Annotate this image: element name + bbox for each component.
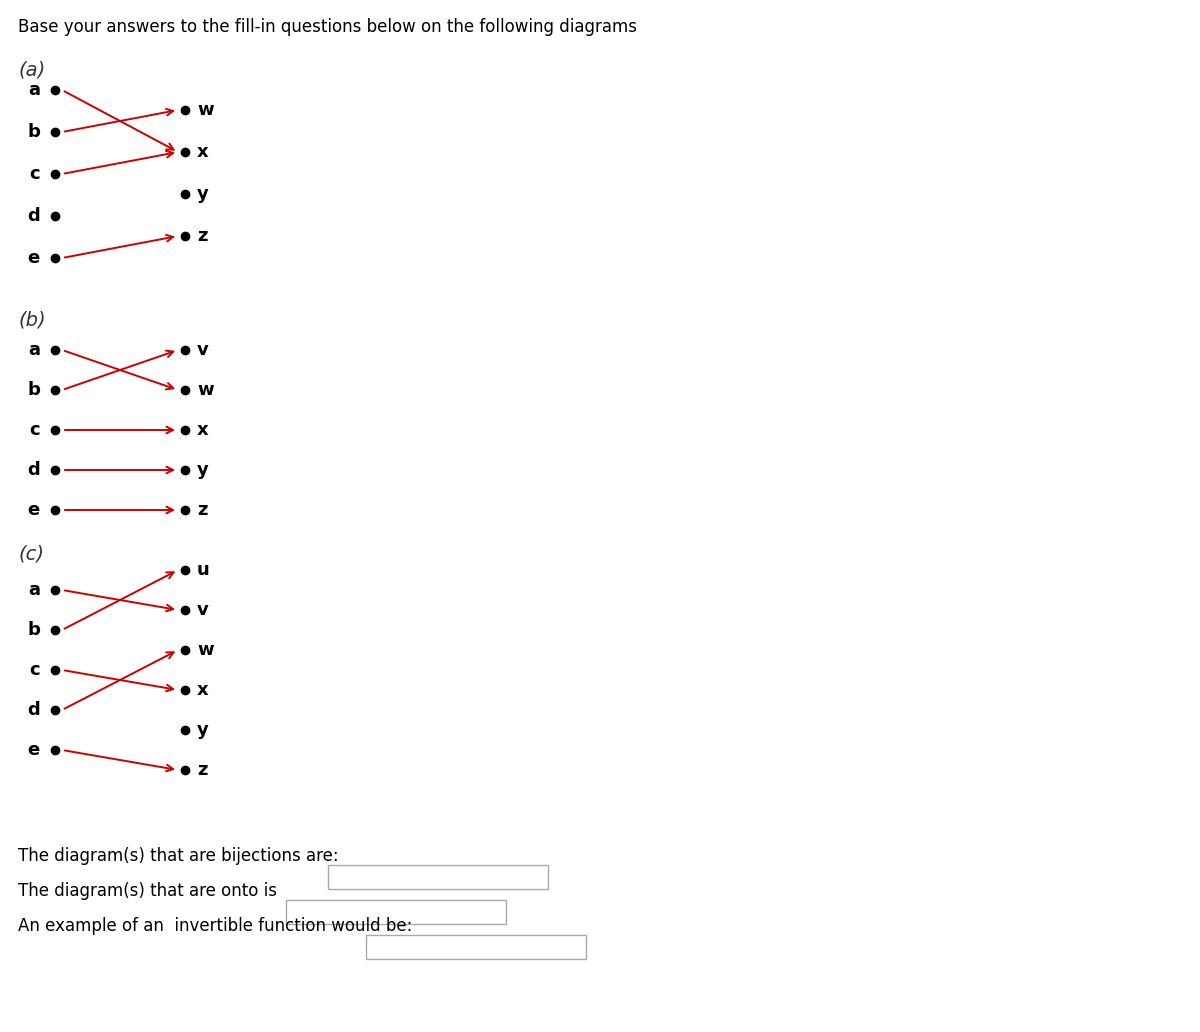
Text: (c): (c) [18, 545, 44, 565]
Text: a: a [28, 581, 40, 599]
Text: z: z [197, 761, 208, 779]
Text: e: e [28, 741, 40, 759]
Text: (a): (a) [18, 60, 46, 79]
Text: w: w [197, 101, 214, 119]
Text: The diagram(s) that are bijections are:: The diagram(s) that are bijections are: [18, 847, 338, 865]
Text: An example of an  invertible function would be:: An example of an invertible function wou… [18, 917, 413, 935]
Text: e: e [28, 249, 40, 267]
Text: z: z [197, 227, 208, 245]
Text: w: w [197, 641, 214, 659]
Text: a: a [28, 80, 40, 99]
Text: y: y [197, 461, 209, 479]
Text: w: w [197, 381, 214, 399]
FancyBboxPatch shape [366, 935, 586, 959]
Text: b: b [28, 621, 40, 639]
Text: z: z [197, 501, 208, 519]
Text: y: y [197, 721, 209, 739]
Text: Base your answers to the fill-in questions below on the following diagrams: Base your answers to the fill-in questio… [18, 18, 637, 36]
Text: b: b [28, 123, 40, 141]
Text: d: d [28, 701, 40, 719]
Text: x: x [197, 681, 209, 699]
Text: y: y [197, 185, 209, 203]
Text: a: a [28, 341, 40, 359]
FancyBboxPatch shape [328, 865, 548, 889]
Text: c: c [29, 421, 40, 439]
Text: (b): (b) [18, 310, 46, 329]
Text: c: c [29, 165, 40, 183]
Text: d: d [28, 461, 40, 479]
Text: c: c [29, 662, 40, 679]
Text: u: u [197, 561, 210, 579]
Text: The diagram(s) that are onto is: The diagram(s) that are onto is [18, 882, 277, 900]
Text: d: d [28, 207, 40, 225]
Text: x: x [197, 143, 209, 161]
Text: v: v [197, 341, 209, 359]
Text: b: b [28, 381, 40, 399]
Text: e: e [28, 501, 40, 519]
Text: v: v [197, 601, 209, 619]
Text: x: x [197, 421, 209, 439]
FancyBboxPatch shape [286, 900, 506, 924]
